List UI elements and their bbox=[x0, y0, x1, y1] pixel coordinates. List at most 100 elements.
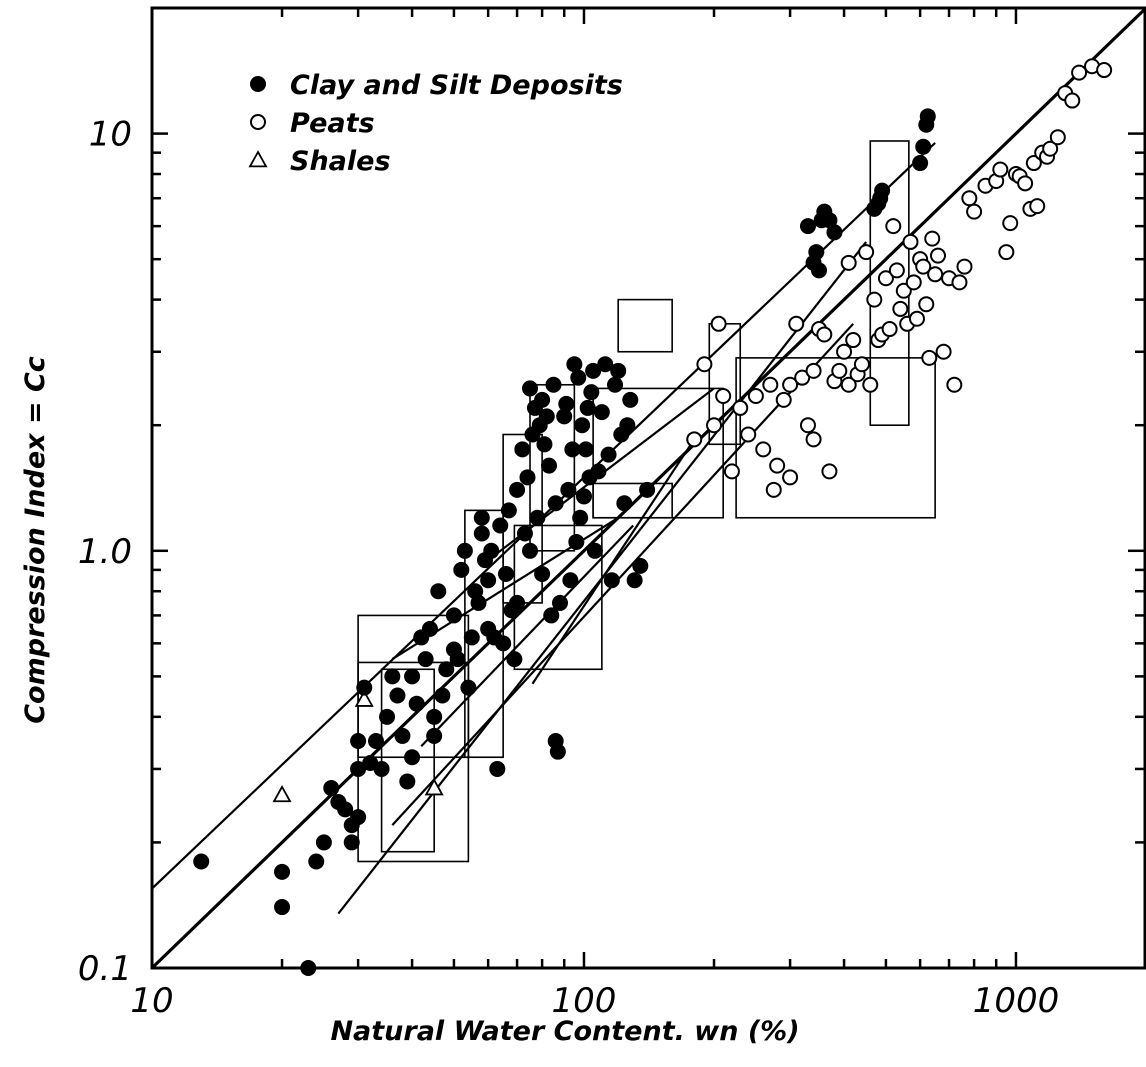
peat-point bbox=[763, 378, 777, 392]
peat-point bbox=[697, 357, 711, 371]
clay-silt-point bbox=[616, 495, 632, 511]
clay-silt-point bbox=[550, 744, 566, 760]
peat-point bbox=[928, 267, 942, 281]
peat-point bbox=[749, 389, 763, 403]
peat-point bbox=[756, 442, 770, 456]
peat-point bbox=[716, 389, 730, 403]
peat-point bbox=[741, 427, 755, 441]
clay-silt-point bbox=[474, 526, 490, 542]
peat-point bbox=[904, 235, 918, 249]
clay-silt-point bbox=[316, 834, 332, 850]
clay-silt-point bbox=[450, 651, 466, 667]
clay-silt-point bbox=[627, 572, 643, 588]
clay-silt-point bbox=[489, 761, 505, 777]
clay-silt-point bbox=[492, 517, 508, 533]
clay-silt-point bbox=[610, 363, 626, 379]
peat-point bbox=[837, 345, 851, 359]
clay-silt-point bbox=[534, 566, 550, 582]
clay-silt-point bbox=[619, 417, 635, 433]
peat-point bbox=[807, 364, 821, 378]
peat-point bbox=[993, 163, 1007, 177]
peat-point bbox=[922, 351, 936, 365]
peat-point bbox=[1097, 63, 1111, 77]
clay-silt-point bbox=[560, 482, 576, 498]
clay-silt-point bbox=[404, 668, 420, 684]
peat-point bbox=[937, 345, 951, 359]
legend-marker-shales bbox=[250, 152, 266, 166]
peat-point bbox=[893, 302, 907, 316]
peat-point bbox=[890, 263, 904, 277]
clay-silt-point bbox=[604, 572, 620, 588]
fit-line bbox=[532, 439, 694, 683]
clay-silt-point bbox=[446, 607, 462, 623]
clay-silt-point bbox=[522, 380, 538, 396]
legend-label: Peats bbox=[290, 108, 375, 139]
peat-point bbox=[910, 312, 924, 326]
peat-point bbox=[863, 378, 877, 392]
clay-silt-point bbox=[460, 680, 476, 696]
peat-point bbox=[832, 364, 846, 378]
peat-point bbox=[801, 418, 815, 432]
legend-label: Clay and Silt Deposits bbox=[290, 70, 623, 101]
peat-point bbox=[767, 483, 781, 497]
clay-silt-point bbox=[274, 864, 290, 880]
clay-silt-point bbox=[811, 262, 827, 278]
clay-silt-point bbox=[509, 482, 525, 498]
clay-silt-point bbox=[509, 595, 525, 611]
clay-silt-point bbox=[562, 572, 578, 588]
peat-point bbox=[931, 249, 945, 263]
peat-point bbox=[907, 275, 921, 289]
peat-point bbox=[925, 232, 939, 246]
clay-silt-point bbox=[539, 408, 555, 424]
clay-silt-point bbox=[495, 635, 511, 651]
clay-silt-point bbox=[356, 680, 372, 696]
clay-silt-point bbox=[399, 773, 415, 789]
clay-silt-point bbox=[578, 441, 594, 457]
y-tick-label: 0.1 bbox=[78, 949, 132, 989]
clay-silt-point bbox=[426, 728, 442, 744]
clay-silt-point bbox=[632, 558, 648, 574]
peat-point bbox=[789, 317, 803, 331]
clay-silt-point bbox=[576, 488, 592, 504]
clay-silt-point bbox=[572, 510, 588, 526]
clay-silt-point bbox=[800, 218, 816, 234]
legend-marker-peats bbox=[251, 115, 265, 129]
legend-label: Shales bbox=[290, 146, 391, 177]
clay-silt-point bbox=[368, 733, 384, 749]
x-axis-label: Natural Water Content. wn (%) bbox=[330, 1016, 799, 1047]
peat-point bbox=[919, 297, 933, 311]
clay-silt-point bbox=[522, 543, 538, 559]
clay-silt-point bbox=[826, 224, 842, 240]
range-box bbox=[618, 300, 672, 352]
clay-silt-point bbox=[570, 370, 586, 386]
clay-silt-point bbox=[344, 834, 360, 850]
peat-point bbox=[967, 205, 981, 219]
clay-silt-point bbox=[558, 396, 574, 412]
clay-silt-point bbox=[308, 853, 324, 869]
clay-silt-point bbox=[422, 621, 438, 637]
clay-silt-point bbox=[580, 400, 596, 416]
clay-silt-point bbox=[574, 417, 590, 433]
clay-silt-point bbox=[517, 526, 533, 542]
clay-silt-point bbox=[350, 733, 366, 749]
peat-point bbox=[846, 333, 860, 347]
peat-point bbox=[957, 260, 971, 274]
clay-silt-point bbox=[594, 404, 610, 420]
peat-point bbox=[822, 464, 836, 478]
peat-point bbox=[707, 418, 721, 432]
clay-silt-point bbox=[430, 583, 446, 599]
range-boxes bbox=[358, 141, 935, 862]
clay-silt-point bbox=[607, 377, 623, 393]
legend-marker-clay-silt bbox=[250, 76, 266, 92]
peat-point bbox=[1030, 199, 1044, 213]
clay-silt-point bbox=[548, 495, 564, 511]
clay-silt-point bbox=[471, 595, 487, 611]
clay-silt-point bbox=[915, 139, 931, 155]
peat-point bbox=[947, 378, 961, 392]
peat-point bbox=[725, 464, 739, 478]
peat-point bbox=[1003, 216, 1017, 230]
peat-point bbox=[859, 245, 873, 259]
clay-silt-point bbox=[379, 709, 395, 725]
clay-silt-point bbox=[498, 566, 514, 582]
clay-silt-point bbox=[566, 356, 582, 372]
